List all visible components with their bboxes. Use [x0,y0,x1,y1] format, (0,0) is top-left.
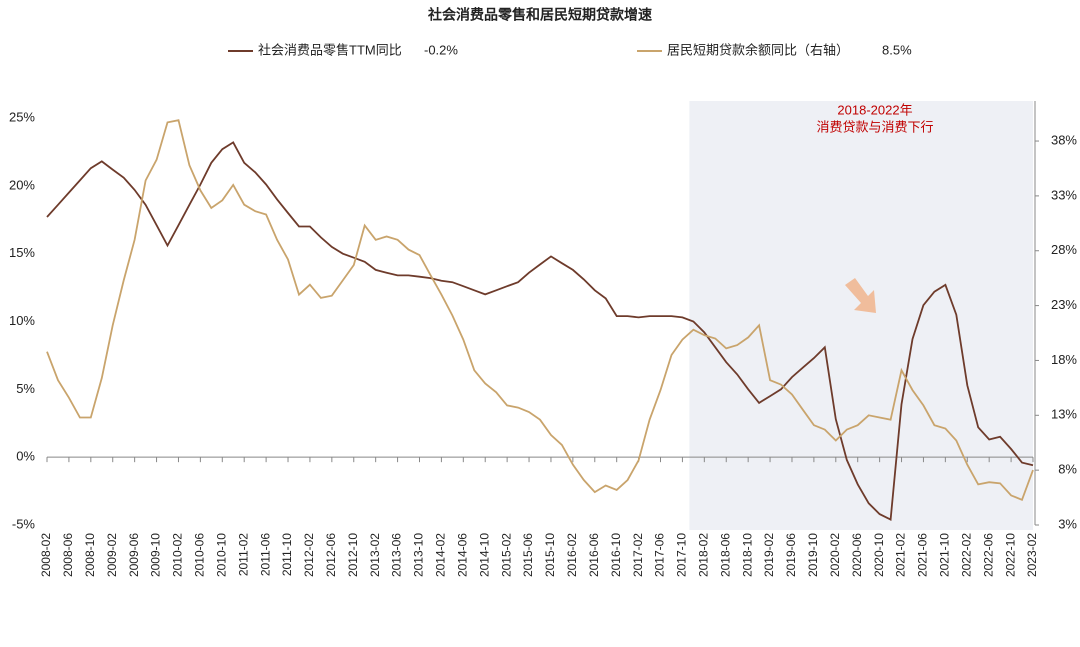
x-tick-label: 2013-02 [368,533,382,577]
x-tick-label: 2014-10 [477,533,491,577]
x-tick-label: 2018-02 [697,533,711,577]
x-tick-label: 2022-06 [981,533,995,577]
y-tick-label: 0% [16,449,35,464]
annotation: 2018-2022年 [837,102,912,117]
x-tick-label: 2021-10 [938,533,952,577]
annotation: 消费贷款与消费下行 [816,119,933,134]
x-tick-label: 2017-02 [631,533,645,577]
x-tick-label: 2008-06 [61,533,75,577]
y2-tick-label: 3% [1058,516,1077,531]
x-tick-label: 2016-02 [565,533,579,577]
x-tick-label: 2017-06 [653,533,667,577]
x-tick-label: 2021-06 [916,533,930,577]
x-tick-label: 2019-06 [784,533,798,577]
series-line [46,119,1034,501]
x-tick-label: 2019-10 [806,533,820,577]
x-tick-label: 2018-06 [718,533,732,577]
x-tick-label: 2014-02 [434,533,448,577]
x-tick-label: 2020-10 [872,533,886,577]
y2-tick-label: 13% [1051,407,1077,422]
y2-tick-label: 23% [1051,297,1077,312]
legend-label: 居民短期贷款余额同比（右轴） [667,42,849,57]
legend-value: 8.5% [882,42,912,57]
x-tick-label: 2017-10 [675,533,689,577]
x-tick-label: 2015-10 [543,533,557,577]
x-tick-label: 2010-10 [214,533,228,577]
y2-tick-label: 33% [1051,187,1077,202]
y2-tick-label: 28% [1051,242,1077,257]
arrow [845,278,876,313]
x-tick-label: 2019-02 [762,533,776,577]
y-tick-label: 10% [9,313,35,328]
legend-value: -0.2% [424,42,458,57]
x-tick-label: 2012-02 [302,533,316,577]
y2-tick-label: 18% [1051,352,1077,367]
x-tick-label: 2009-10 [149,533,163,577]
x-tick-label: 2015-06 [521,533,535,577]
y-tick-label: -5% [12,516,36,531]
chart-title: 社会消费品零售和居民短期贷款增速 [427,7,652,23]
x-tick-label: 2023-02 [1025,533,1039,577]
series-line [46,141,1034,521]
x-tick-label: 2008-02 [39,533,53,577]
x-tick-label: 2016-10 [609,533,623,577]
y-tick-label: 15% [9,245,35,260]
shaded-period [689,101,1033,530]
x-tick-label: 2018-10 [740,533,754,577]
x-tick-label: 2020-02 [828,533,842,577]
x-tick-label: 2015-02 [499,533,513,577]
x-tick-label: 2009-02 [105,533,119,577]
x-tick-label: 2011-06 [258,533,272,576]
y-tick-label: 5% [16,381,35,396]
y-tick-label: 25% [9,109,35,124]
x-tick-label: 2012-10 [346,533,360,577]
x-tick-label: 2013-06 [390,533,404,577]
x-tick-label: 2014-06 [455,533,469,577]
legend-label: 社会消费品零售TTM同比 [258,42,402,57]
x-tick-label: 2008-10 [83,533,97,577]
arrow-icon [845,278,876,313]
x-tick-label: 2010-02 [171,533,185,577]
x-tick-label: 2009-06 [127,533,141,577]
x-tick-label: 2010-06 [193,533,207,577]
x-tick-label: 2022-02 [959,533,973,577]
x-tick-label: 2011-10 [280,533,294,576]
x-tick-label: 2012-06 [324,533,338,577]
x-tick-label: 2013-10 [412,533,426,577]
x-tick-label: 2022-10 [1003,533,1017,577]
x-tick-label: 2011-02 [236,533,250,576]
x-tick-label: 2016-06 [587,533,601,577]
y-tick-label: 20% [9,177,35,192]
x-tick-label: 2020-06 [850,533,864,577]
y2-tick-label: 8% [1058,462,1077,477]
y2-tick-label: 38% [1051,132,1077,147]
x-tick-label: 2021-02 [894,533,908,577]
